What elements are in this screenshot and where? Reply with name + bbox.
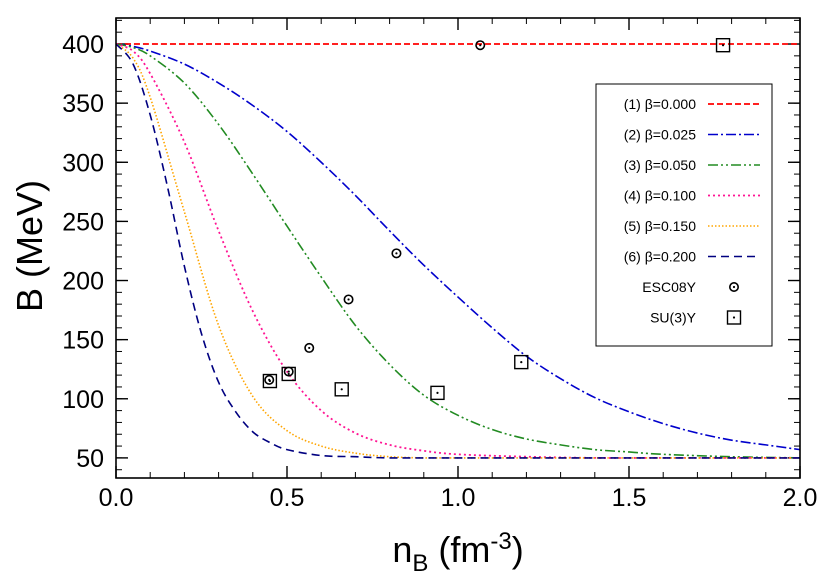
su3y-marker (715, 37, 731, 53)
x-axis-label: nB (fm-3) (392, 528, 523, 577)
y-axis-label: B (MeV) (9, 180, 50, 312)
esc08y-marker (475, 40, 486, 51)
legend-label-esc08y: ESC08Y (642, 279, 696, 295)
esc08y-marker (343, 294, 354, 305)
esc08y-marker (304, 342, 315, 353)
series-line-6 (115, 43, 800, 459)
x-tick-label: 1.5 (612, 484, 647, 512)
legend-label-su3y: SU(3)Y (650, 310, 697, 326)
series-line-3 (115, 43, 801, 459)
x-axis-label-close: ) (512, 529, 524, 570)
legend: (1) β=0.000 (2) β=0.025 (3) β=0.050 (4) β=0… (595, 83, 773, 347)
su3y-marker (262, 373, 278, 389)
series-layer (115, 43, 801, 459)
y-tick-label: 200 (62, 268, 104, 296)
y-tick-label: 150 (62, 327, 104, 355)
legend-label-1: (1) β=0.000 (624, 96, 696, 112)
legend-label-6: (6) β=0.200 (624, 249, 696, 265)
legend-marker-2 (726, 310, 742, 325)
y-tick-labels: 50 100 150 200 250 300 350 400 (62, 31, 104, 473)
legend-label-3: (3) β=0.050 (624, 157, 696, 173)
legend-box (595, 83, 773, 347)
x-axis-label-main: n (392, 529, 412, 570)
series-line-2 (115, 43, 801, 451)
su3y-marker (334, 382, 349, 397)
legend-marker-1 (728, 281, 739, 292)
legend-label-4: (4) β=0.100 (624, 188, 696, 204)
x-tick-label: 0.0 (99, 484, 134, 512)
plot-frame (115, 17, 801, 479)
x-tick-label: 1.0 (441, 484, 476, 512)
legend-label-5: (5) β=0.150 (624, 218, 696, 234)
y-tick-label: 100 (62, 386, 104, 414)
su3y-marker (514, 354, 529, 370)
su3y-marker (430, 385, 445, 401)
esc08y-marker (264, 374, 275, 385)
x-tick-labels: 0.0 0.5 1.0 1.5 2.0 (99, 484, 818, 512)
su3y-marker (281, 366, 296, 382)
y-tick-label: 300 (62, 149, 104, 177)
y-tick-label: 50 (76, 445, 104, 473)
esc08y-marker (391, 248, 402, 259)
marker-layer (262, 37, 731, 401)
x-axis-label-sub: B (412, 550, 428, 577)
legend-label-2: (2) β=0.025 (624, 127, 696, 143)
x-tick-label: 0.5 (270, 484, 305, 512)
x-axis-label-sup: -3 (490, 528, 511, 555)
x-tick-label: 2.0 (783, 484, 818, 512)
y-tick-label: 250 (62, 208, 104, 236)
y-tick-label: 350 (62, 90, 104, 118)
y-tick-label: 400 (62, 31, 104, 59)
x-axis-label-unit: (fm (428, 529, 490, 570)
